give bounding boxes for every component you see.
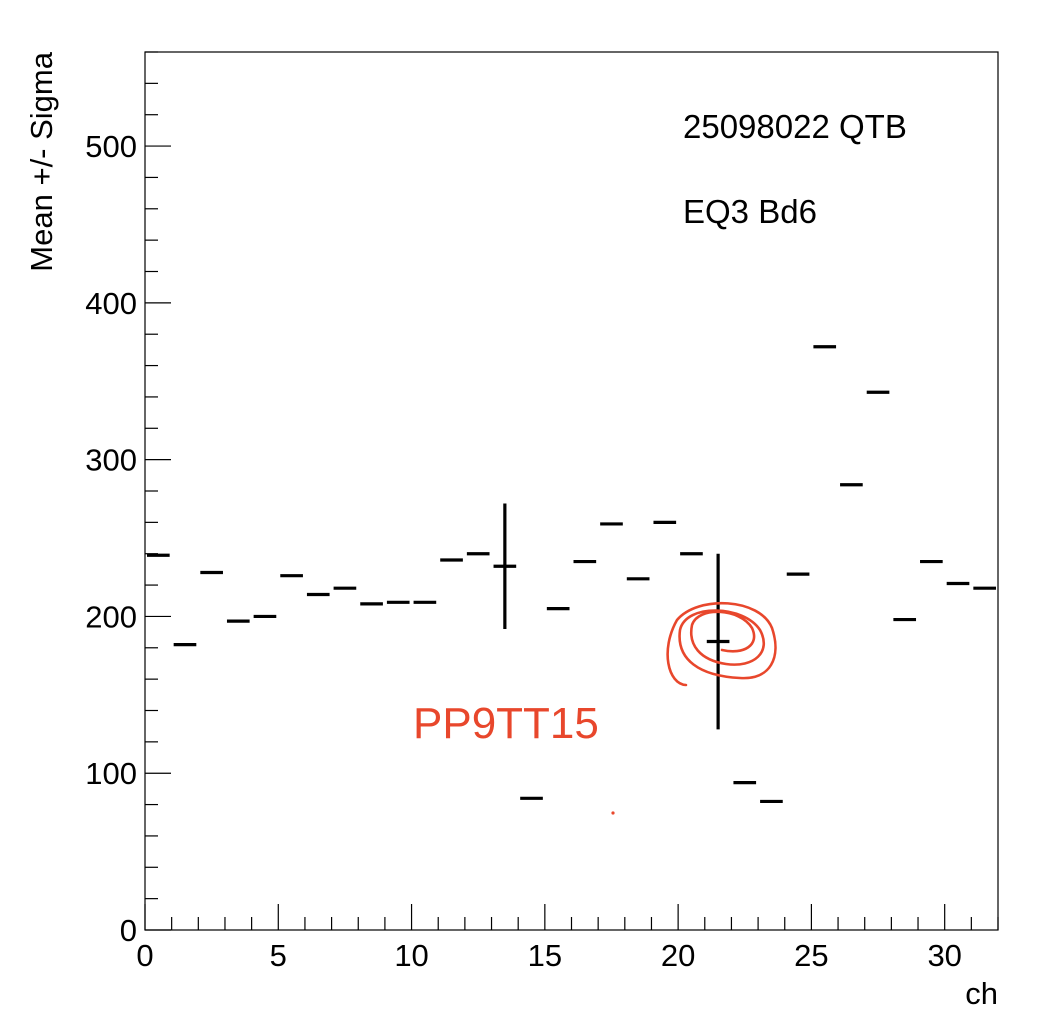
- x-axis-label: ch: [965, 976, 998, 1011]
- x-tick-label: 5: [270, 938, 287, 973]
- data-marks: [147, 345, 996, 804]
- x-tick-label: 25: [794, 938, 828, 973]
- y-tick-label: 400: [85, 286, 137, 321]
- y-tick-label: 200: [85, 599, 137, 634]
- x-tick-label: 0: [136, 938, 153, 973]
- y-tick-label: 0: [120, 913, 137, 948]
- handwritten-circle-scribble: [666, 601, 777, 687]
- data-point: [706, 553, 730, 730]
- x-tick-label: 10: [394, 938, 428, 973]
- annotation-run: 25098022 QTB: [683, 108, 907, 145]
- annotation-board: EQ3 Bd6: [683, 193, 817, 230]
- y-tick-label: 300: [85, 443, 137, 478]
- x-tick-label: 30: [927, 938, 961, 973]
- data-point: [493, 503, 517, 629]
- handwritten-note: PP9TT15: [413, 699, 599, 748]
- y-axis-label: Mean +/- Sigma: [24, 51, 59, 271]
- handwritten-dot: [611, 811, 615, 815]
- x-tick-label: 20: [661, 938, 695, 973]
- plot-frame: [144, 51, 999, 931]
- y-tick-label: 100: [85, 756, 137, 791]
- y-tick-label: 500: [85, 129, 137, 164]
- x-tick-label: 15: [528, 938, 562, 973]
